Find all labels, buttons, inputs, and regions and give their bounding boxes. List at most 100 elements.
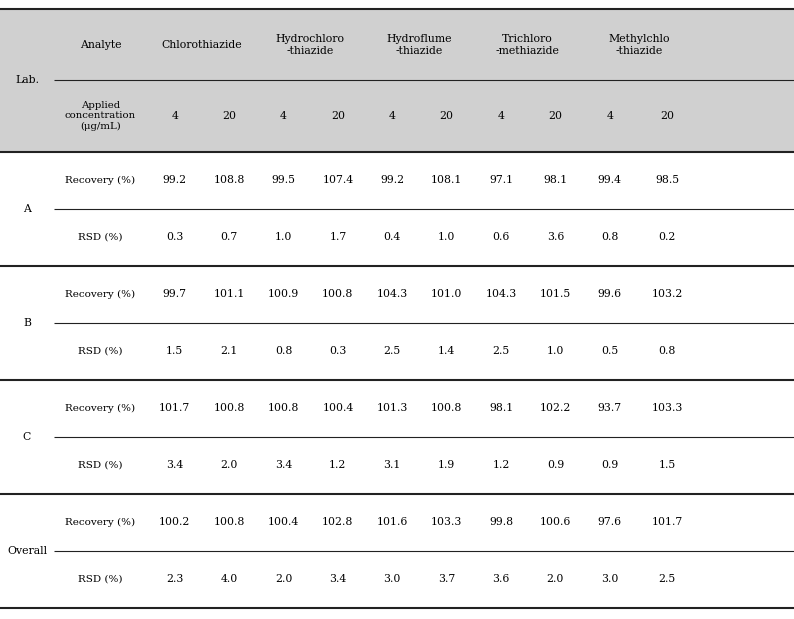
Text: 101.7: 101.7 [159, 403, 191, 413]
Text: 101.6: 101.6 [376, 517, 408, 527]
Text: 2.3: 2.3 [166, 574, 183, 584]
Text: RSD (%): RSD (%) [78, 347, 123, 356]
Text: Lab.: Lab. [15, 76, 39, 85]
Text: 3.6: 3.6 [547, 232, 564, 242]
Text: 4: 4 [389, 111, 395, 121]
Text: 3.6: 3.6 [492, 574, 510, 584]
Text: 20: 20 [331, 111, 345, 121]
Text: 2.0: 2.0 [275, 574, 292, 584]
Text: Analyte: Analyte [79, 40, 121, 50]
Text: 100.8: 100.8 [431, 403, 462, 413]
Text: B: B [23, 318, 31, 327]
Text: 101.7: 101.7 [652, 517, 683, 527]
Text: 102.2: 102.2 [540, 403, 571, 413]
Text: 1.2: 1.2 [492, 461, 510, 470]
Text: 100.2: 100.2 [159, 517, 191, 527]
Text: 98.1: 98.1 [543, 175, 568, 185]
Text: Hydroflume
-thiazide: Hydroflume -thiazide [386, 34, 452, 56]
Text: 20: 20 [661, 111, 674, 121]
Text: 100.8: 100.8 [214, 403, 245, 413]
Text: 100.6: 100.6 [540, 517, 571, 527]
Text: 101.0: 101.0 [431, 289, 462, 299]
Text: 3.4: 3.4 [275, 461, 292, 470]
Text: 20: 20 [549, 111, 562, 121]
Text: 4: 4 [607, 111, 613, 121]
Text: Overall: Overall [7, 546, 47, 556]
Text: 2.0: 2.0 [221, 461, 237, 470]
Text: 20: 20 [440, 111, 453, 121]
Text: 0.6: 0.6 [492, 232, 510, 242]
Text: 3.7: 3.7 [438, 574, 455, 584]
Text: 98.5: 98.5 [655, 175, 680, 185]
Text: 0.8: 0.8 [601, 232, 619, 242]
Text: 2.5: 2.5 [659, 574, 676, 584]
Text: 0.9: 0.9 [601, 461, 619, 470]
Text: 103.2: 103.2 [652, 289, 683, 299]
Text: 99.5: 99.5 [272, 175, 295, 185]
Text: 103.3: 103.3 [431, 517, 462, 527]
Text: 108.8: 108.8 [214, 175, 245, 185]
Text: 100.8: 100.8 [268, 403, 299, 413]
Text: Hydrochloro
-thiazide: Hydrochloro -thiazide [276, 34, 345, 56]
Text: 108.1: 108.1 [431, 175, 462, 185]
Text: 97.1: 97.1 [489, 175, 513, 185]
Text: RSD (%): RSD (%) [78, 575, 123, 584]
Bar [0, 152, 794, 608]
Text: 1.0: 1.0 [547, 346, 564, 357]
Text: 1.0: 1.0 [275, 232, 292, 242]
Text: Recovery (%): Recovery (%) [65, 290, 136, 299]
Text: 99.8: 99.8 [489, 517, 513, 527]
Text: 1.4: 1.4 [438, 346, 455, 357]
Text: RSD (%): RSD (%) [78, 461, 123, 470]
Text: 99.4: 99.4 [598, 175, 622, 185]
Text: 107.4: 107.4 [322, 175, 353, 185]
Text: Recovery (%): Recovery (%) [65, 404, 136, 413]
Text: 99.7: 99.7 [163, 289, 187, 299]
Text: Trichloro
-methiazide: Trichloro -methiazide [495, 34, 560, 56]
Text: 3.4: 3.4 [166, 461, 183, 470]
Text: 3.0: 3.0 [601, 574, 619, 584]
Text: 1.2: 1.2 [330, 461, 346, 470]
Text: 98.1: 98.1 [489, 403, 513, 413]
Text: 102.8: 102.8 [322, 517, 353, 527]
Text: 4.0: 4.0 [221, 574, 237, 584]
Text: 101.5: 101.5 [540, 289, 571, 299]
Text: 104.3: 104.3 [376, 289, 408, 299]
Text: 2.1: 2.1 [221, 346, 237, 357]
Text: 0.5: 0.5 [601, 346, 619, 357]
Text: 0.2: 0.2 [659, 232, 676, 242]
Text: 101.3: 101.3 [376, 403, 408, 413]
Text: 99.6: 99.6 [598, 289, 622, 299]
Text: 1.5: 1.5 [166, 346, 183, 357]
Text: Applied
concentration
(μg/mL): Applied concentration (μg/mL) [65, 101, 136, 131]
Text: 93.7: 93.7 [598, 403, 622, 413]
Text: 1.9: 1.9 [438, 461, 455, 470]
Text: 97.6: 97.6 [598, 517, 622, 527]
Text: Recovery (%): Recovery (%) [65, 517, 136, 527]
Text: 1.5: 1.5 [659, 461, 676, 470]
Bar [0, 9, 794, 152]
Text: 0.7: 0.7 [221, 232, 237, 242]
Text: Methylchlo
-thiazide: Methylchlo -thiazide [609, 34, 670, 56]
Text: 99.2: 99.2 [380, 175, 404, 185]
Text: 103.3: 103.3 [652, 403, 683, 413]
Text: 3.4: 3.4 [330, 574, 346, 584]
Text: 2.5: 2.5 [492, 346, 510, 357]
Text: 100.8: 100.8 [322, 289, 353, 299]
Text: 4: 4 [498, 111, 504, 121]
Text: 3.1: 3.1 [384, 461, 401, 470]
Text: C: C [23, 432, 31, 442]
Text: 2.0: 2.0 [547, 574, 564, 584]
Text: RSD (%): RSD (%) [78, 233, 123, 241]
Text: 3.0: 3.0 [384, 574, 401, 584]
Text: 0.9: 0.9 [547, 461, 564, 470]
Text: Chlorothiazide: Chlorothiazide [161, 40, 241, 50]
Text: 100.9: 100.9 [268, 289, 299, 299]
Text: 4: 4 [280, 111, 287, 121]
Text: 100.4: 100.4 [322, 403, 353, 413]
Text: 20: 20 [222, 111, 236, 121]
Text: 104.3: 104.3 [485, 289, 517, 299]
Text: Recovery (%): Recovery (%) [65, 176, 136, 184]
Text: 101.1: 101.1 [214, 289, 245, 299]
Text: A: A [23, 204, 31, 214]
